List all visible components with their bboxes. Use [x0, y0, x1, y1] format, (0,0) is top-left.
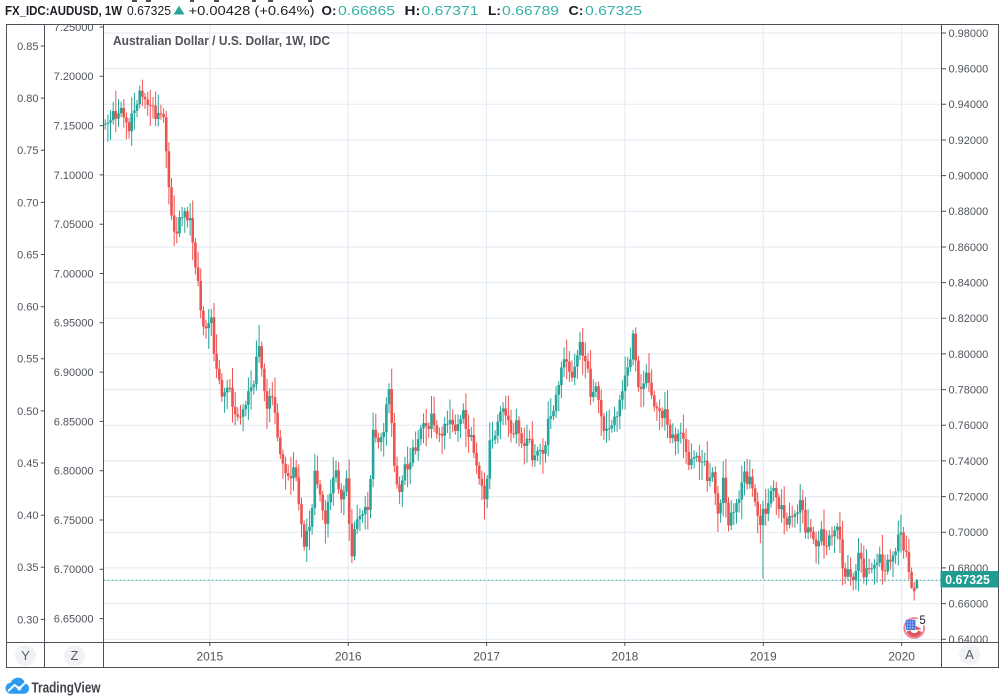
svg-text:0.30: 0.30 — [17, 614, 38, 626]
svg-text:+0.00428 (+0.64%): +0.00428 (+0.64%) — [189, 3, 315, 18]
svg-text:0.66789: 0.66789 — [502, 3, 559, 18]
svg-text:6.65000: 6.65000 — [54, 614, 94, 626]
svg-text:0.67325: 0.67325 — [945, 572, 990, 587]
svg-text:0.94000: 0.94000 — [949, 99, 989, 111]
svg-text:7.05000: 7.05000 — [54, 219, 94, 231]
svg-text:0.64000: 0.64000 — [949, 634, 989, 646]
svg-text:2019: 2019 — [750, 650, 777, 664]
svg-text:6.80000: 6.80000 — [54, 466, 94, 478]
svg-text:L:: L: — [488, 3, 501, 18]
svg-text:6.95000: 6.95000 — [54, 318, 94, 330]
svg-text:7.15000: 7.15000 — [54, 121, 94, 133]
svg-text:6.75000: 6.75000 — [54, 515, 94, 527]
svg-text:0.55: 0.55 — [17, 354, 38, 366]
svg-text:TradingView: TradingView — [32, 681, 102, 697]
svg-text:6.70000: 6.70000 — [54, 564, 94, 576]
svg-text:0.98000: 0.98000 — [949, 28, 989, 40]
svg-text:0.45: 0.45 — [17, 458, 38, 470]
svg-text:0.75: 0.75 — [17, 145, 38, 157]
svg-text:0.66000: 0.66000 — [949, 599, 989, 611]
svg-text:6.90000: 6.90000 — [54, 367, 94, 379]
svg-text:O:: O: — [322, 3, 337, 18]
svg-text:FX_IDC:AUDUSD, 1W: FX_IDC:AUDUSD, 1W — [5, 3, 123, 18]
svg-text:0.70: 0.70 — [17, 197, 38, 209]
svg-text:7.25000: 7.25000 — [54, 22, 94, 34]
svg-text:0.84000: 0.84000 — [949, 278, 989, 290]
svg-text:0.86000: 0.86000 — [949, 242, 989, 254]
svg-text:0.65: 0.65 — [17, 249, 38, 261]
svg-text:0.96000: 0.96000 — [949, 64, 989, 76]
svg-text:0.76000: 0.76000 — [949, 420, 989, 432]
svg-text:0.72000: 0.72000 — [949, 492, 989, 504]
svg-text:5: 5 — [919, 615, 925, 627]
svg-text:0.50: 0.50 — [17, 406, 38, 418]
svg-text:7.10000: 7.10000 — [54, 170, 94, 182]
svg-text:H:: H: — [405, 3, 421, 18]
svg-text:0.67325: 0.67325 — [127, 3, 171, 18]
svg-text:7.20000: 7.20000 — [54, 71, 94, 83]
svg-text:0.67325: 0.67325 — [585, 3, 642, 18]
svg-text:0.85: 0.85 — [17, 41, 38, 53]
svg-text:0.90000: 0.90000 — [949, 171, 989, 183]
svg-text:0.80: 0.80 — [17, 93, 38, 105]
svg-text:0.92000: 0.92000 — [949, 135, 989, 147]
svg-text:2015: 2015 — [196, 650, 223, 664]
svg-text:2016: 2016 — [335, 650, 362, 664]
svg-text:0.60: 0.60 — [17, 302, 38, 314]
svg-text:7.00000: 7.00000 — [54, 268, 94, 280]
svg-text:Australian Dollar / U.S. Dolla: Australian Dollar / U.S. Dollar, 1W, IDC — [113, 33, 331, 48]
svg-text:0.40: 0.40 — [17, 510, 38, 522]
svg-text:0.74000: 0.74000 — [949, 456, 989, 468]
svg-text:0.82000: 0.82000 — [949, 313, 989, 325]
svg-text:2017: 2017 — [473, 650, 500, 664]
svg-text:C:: C: — [569, 3, 584, 18]
svg-text:0.66865: 0.66865 — [338, 3, 395, 18]
svg-text:0.70000: 0.70000 — [949, 527, 989, 539]
svg-text:6.85000: 6.85000 — [54, 416, 94, 428]
svg-text:2018: 2018 — [612, 650, 639, 664]
svg-text:0.88000: 0.88000 — [949, 206, 989, 218]
svg-text:0.80000: 0.80000 — [949, 349, 989, 361]
svg-text:0.35: 0.35 — [17, 562, 38, 574]
svg-text:0.78000: 0.78000 — [949, 385, 989, 397]
svg-text:0.67371: 0.67371 — [422, 3, 479, 18]
svg-text:2020: 2020 — [888, 650, 915, 664]
